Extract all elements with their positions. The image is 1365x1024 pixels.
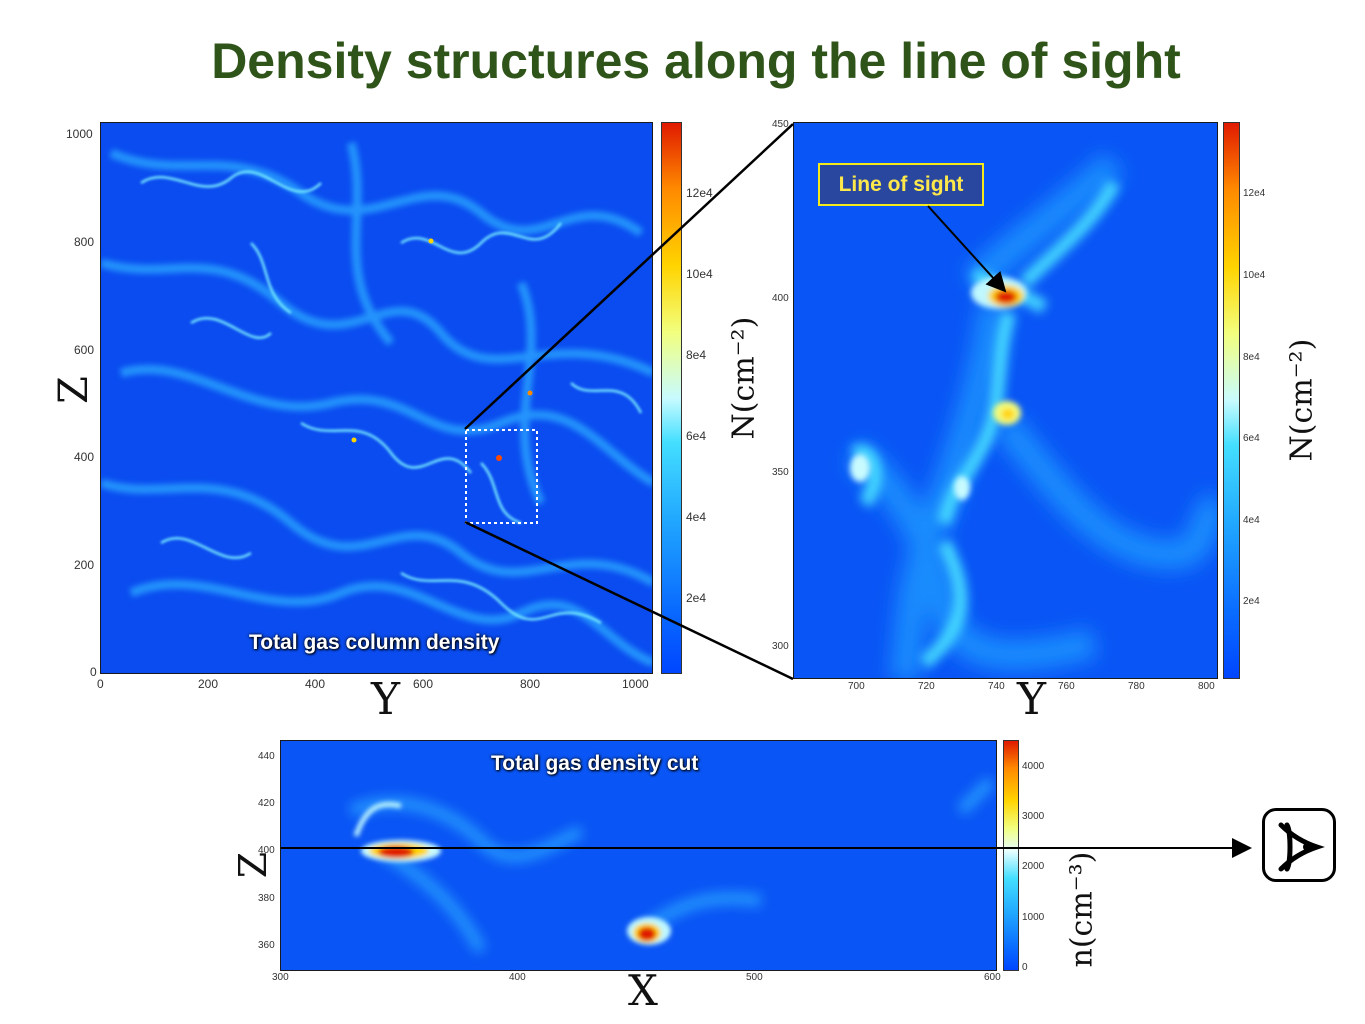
zoom-colorbar-label: N(cm⁻²) xyxy=(1284,338,1320,462)
zoom-y-tick: 450 xyxy=(772,119,789,130)
main-y-tick: 800 xyxy=(74,235,95,249)
cut-y-tick: 380 xyxy=(258,893,275,904)
main-cb-tick: 6e4 xyxy=(686,429,707,443)
zoom-cb-tick: 12e4 xyxy=(1243,188,1266,199)
cut-colorbar xyxy=(1003,740,1019,971)
zoom-x-tick: 740 xyxy=(988,681,1005,692)
main-y-tick: 400 xyxy=(74,450,95,464)
column-density-image xyxy=(101,123,652,673)
cut-y-tick: 360 xyxy=(258,940,275,951)
cut-cb-tick: 4000 xyxy=(1022,761,1045,772)
page-title: Density structures along the line of sig… xyxy=(211,33,1181,89)
main-y-tick: 600 xyxy=(74,343,95,357)
density-cut-image xyxy=(281,741,996,970)
cut-y-tick: 420 xyxy=(258,798,275,809)
cut-x-tick: 400 xyxy=(509,972,526,983)
main-cb-tick: 12e4 xyxy=(686,186,713,200)
main-x-tick: 1000 xyxy=(622,677,649,691)
main-x-tick: 600 xyxy=(413,677,434,691)
zoom-y-tick: 350 xyxy=(772,467,789,478)
main-colorbar-label: N(cm⁻²) xyxy=(726,316,762,440)
line-of-sight-callout: Line of sight xyxy=(818,163,984,206)
cut-cb-tick: 1000 xyxy=(1022,912,1045,923)
cut-x-tick: 600 xyxy=(984,972,1001,983)
main-cb-tick: 10e4 xyxy=(686,267,713,281)
eye-icon xyxy=(1262,808,1336,882)
zoom-density-map xyxy=(793,122,1218,679)
zoom-colorbar xyxy=(1223,122,1240,679)
main-y-tick: 1000 xyxy=(66,127,93,141)
cut-cb-tick: 0 xyxy=(1022,962,1028,973)
cut-panel-label: Total gas density cut xyxy=(491,752,699,775)
cut-x-tick: 300 xyxy=(272,972,289,983)
zoom-x-tick: 720 xyxy=(918,681,935,692)
zoom-cb-tick: 2e4 xyxy=(1243,596,1260,607)
cut-x-tick: 500 xyxy=(746,972,763,983)
main-x-axis-label: Y xyxy=(371,674,401,725)
zoom-x-tick: 780 xyxy=(1128,681,1145,692)
zoom-x-tick: 760 xyxy=(1058,681,1075,692)
zoom-cb-tick: 10e4 xyxy=(1243,270,1266,281)
zoom-x-axis-label: Y xyxy=(1017,674,1047,725)
zoom-cb-tick: 6e4 xyxy=(1243,433,1260,444)
cut-cb-tick: 3000 xyxy=(1022,811,1045,822)
main-y-tick: 0 xyxy=(90,665,97,679)
main-x-tick: 200 xyxy=(198,677,219,691)
zoom-x-tick: 700 xyxy=(848,681,865,692)
zoom-density-image xyxy=(794,123,1217,678)
cut-y-axis-label: Z xyxy=(231,851,276,879)
zoom-cb-tick: 4e4 xyxy=(1243,515,1260,526)
cut-cb-tick: 2000 xyxy=(1022,861,1045,872)
main-colorbar xyxy=(661,122,682,674)
main-cb-tick: 2e4 xyxy=(686,591,707,605)
main-cb-tick: 4e4 xyxy=(686,510,707,524)
cut-colorbar-label: n(cm⁻³) xyxy=(1064,851,1100,968)
main-y-axis-label: Z xyxy=(50,376,97,404)
zoom-y-tick: 300 xyxy=(772,641,789,652)
main-y-tick: 200 xyxy=(74,558,95,572)
density-cut-map: Total gas density cut xyxy=(280,740,997,971)
column-density-map: Total gas column density xyxy=(100,122,653,674)
main-x-tick: 800 xyxy=(520,677,541,691)
cut-y-tick: 400 xyxy=(258,845,275,856)
main-cb-tick: 8e4 xyxy=(686,348,707,362)
main-panel-label: Total gas column density xyxy=(249,631,500,654)
zoom-x-tick: 800 xyxy=(1198,681,1215,692)
zoom-cb-tick: 8e4 xyxy=(1243,352,1260,363)
zoom-y-tick: 400 xyxy=(772,293,789,304)
main-x-tick: 400 xyxy=(305,677,326,691)
cut-y-tick: 440 xyxy=(258,751,275,762)
main-x-tick: 0 xyxy=(97,677,104,691)
cut-x-axis-label: X xyxy=(628,966,658,1015)
